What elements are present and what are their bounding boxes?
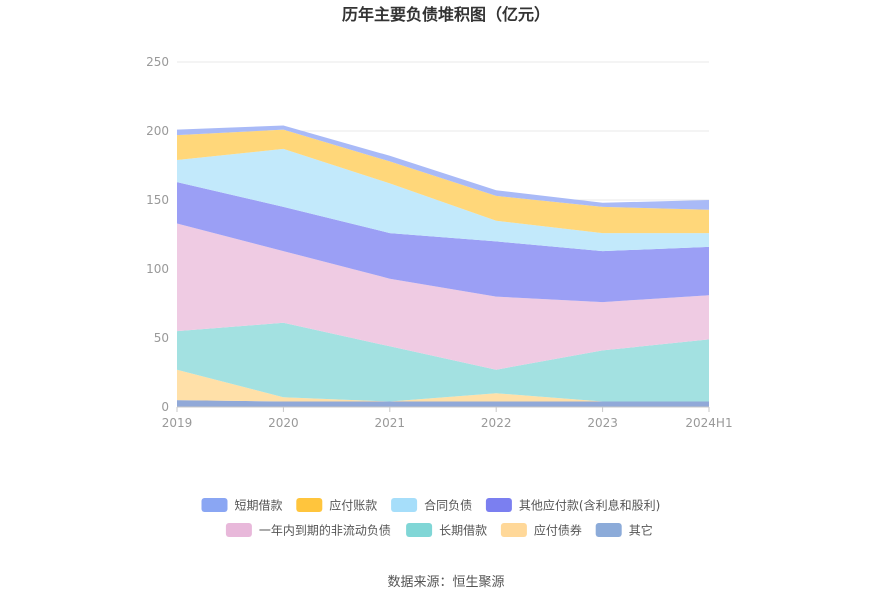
area-1 <box>177 369 709 402</box>
y-axis-ticks: 0 50 100 150 200 250 <box>146 55 169 414</box>
legend-swatch <box>500 523 527 537</box>
legend-label: 短期借款 <box>235 499 283 513</box>
area-series <box>177 125 709 407</box>
legend-label: 应付债券 <box>534 523 582 538</box>
legend-swatch <box>406 523 433 537</box>
legend-label: 一年内到期的非流动负债 <box>259 523 391 538</box>
y-tick-label: 250 <box>146 55 169 69</box>
legend-label: 长期借款 <box>439 524 487 538</box>
legend-swatch <box>225 523 252 537</box>
x-tick-label: 2024H1 <box>685 416 732 430</box>
legend-label: 应付账款 <box>329 498 377 513</box>
x-tick-label: 2021 <box>375 416 406 430</box>
legend: 短期借款 应付账款 合同负债 其他应付款(含利息和股利) 一年内到期的非流动负债 长期借款… <box>201 498 660 538</box>
y-tick-label: 150 <box>146 193 169 207</box>
x-tick-label: 2020 <box>268 416 299 430</box>
area-2 <box>177 322 709 402</box>
y-tick-label: 50 <box>154 331 169 345</box>
legend-swatch <box>391 498 418 512</box>
x-axis <box>176 406 710 412</box>
y-tick-label: 100 <box>146 262 169 276</box>
legend-swatch <box>296 498 323 512</box>
data-source-note: 数据来源：恒生聚源 <box>387 575 504 590</box>
chart-title: 历年主要负债堆积图（亿元） <box>342 5 550 24</box>
legend-label: 其它 <box>629 523 653 538</box>
area-3 <box>177 223 709 370</box>
area-5 <box>177 148 709 252</box>
area-4 <box>177 182 709 303</box>
legend-swatch <box>595 523 622 537</box>
legend-label: 其他应付款(含利息和股利) <box>519 498 660 513</box>
legend-swatch <box>201 498 228 512</box>
area-6 <box>177 129 709 234</box>
x-tick-label: 2023 <box>587 416 618 430</box>
x-axis-ticks: 2019 2020 2021 2022 2023 2024H1 <box>162 416 733 430</box>
x-tick-label: 2019 <box>162 416 193 430</box>
y-tick-label: 0 <box>161 400 169 414</box>
area-0 <box>177 400 709 407</box>
x-tick-label: 2022 <box>481 416 512 430</box>
legend-swatch <box>485 498 512 512</box>
legend-label: 合同负债 <box>424 498 472 513</box>
y-tick-label: 200 <box>146 124 169 138</box>
